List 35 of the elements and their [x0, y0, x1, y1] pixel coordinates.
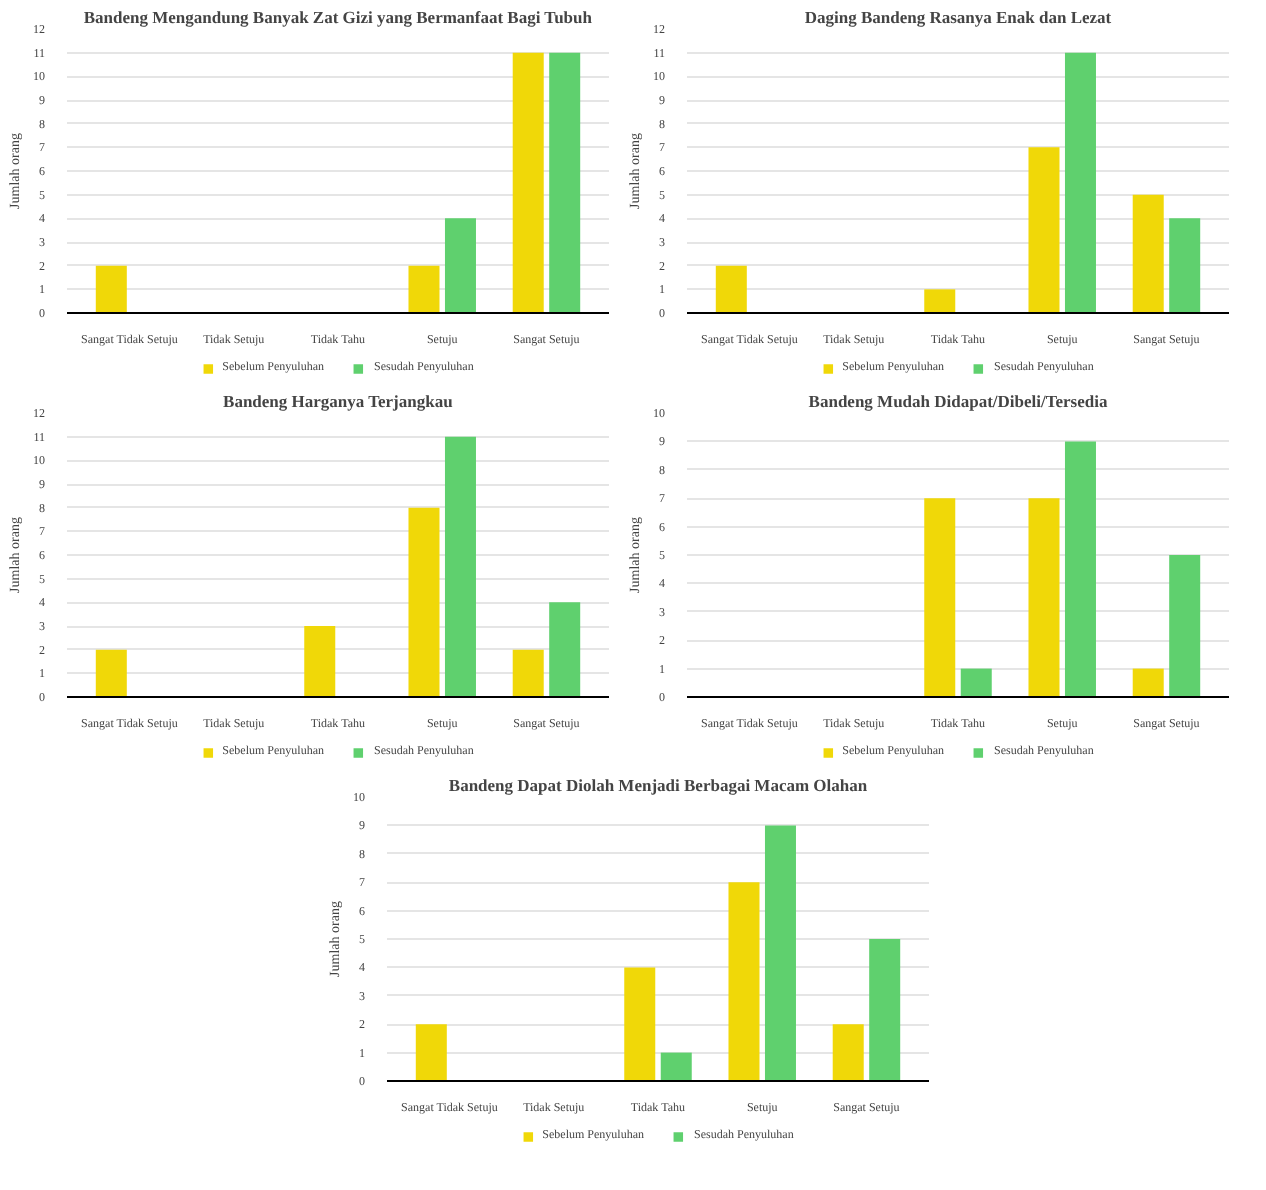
- bar: [512, 52, 544, 313]
- bar: [1028, 498, 1060, 697]
- bar: [549, 52, 581, 313]
- bar: [549, 602, 581, 697]
- bar: [304, 626, 336, 697]
- bar: [869, 939, 901, 1081]
- bar: [95, 649, 127, 697]
- chart-title: Bandeng Dapat Diolah Menjadi Berbagai Macam Olahan: [448, 775, 868, 795]
- bar: [444, 218, 476, 313]
- bar: [1064, 52, 1096, 313]
- bar: [1169, 218, 1201, 313]
- bar: [408, 265, 440, 313]
- bar: [1132, 668, 1164, 697]
- bar: [444, 436, 476, 697]
- bar: [408, 507, 440, 697]
- chart-title: Bandeng Mudah Didapat/Dibeli/Tersedia: [808, 391, 1109, 411]
- chart-title: Bandeng Harganya Terjangkau: [223, 391, 454, 411]
- chart-title: Daging Bandeng Rasanya Enak dan Lezat: [804, 7, 1112, 27]
- bar: [660, 1052, 692, 1081]
- bar: [924, 498, 956, 697]
- bar: [715, 265, 747, 313]
- bar: [512, 649, 544, 697]
- bar: [960, 668, 992, 697]
- bar: [832, 1024, 864, 1081]
- bar: [415, 1024, 447, 1081]
- bar: [1064, 441, 1096, 697]
- bar: [95, 265, 127, 313]
- chart-title: Bandeng Mengandung Banyak Zat Gizi yang Bermanfaat Bagi Tubuh: [83, 7, 593, 27]
- bar: [624, 967, 656, 1081]
- bar: [764, 825, 796, 1081]
- bar: [924, 289, 956, 313]
- bar: [1132, 194, 1164, 313]
- bar: [1028, 147, 1060, 313]
- bar: [1169, 555, 1201, 697]
- bar: [728, 882, 760, 1081]
